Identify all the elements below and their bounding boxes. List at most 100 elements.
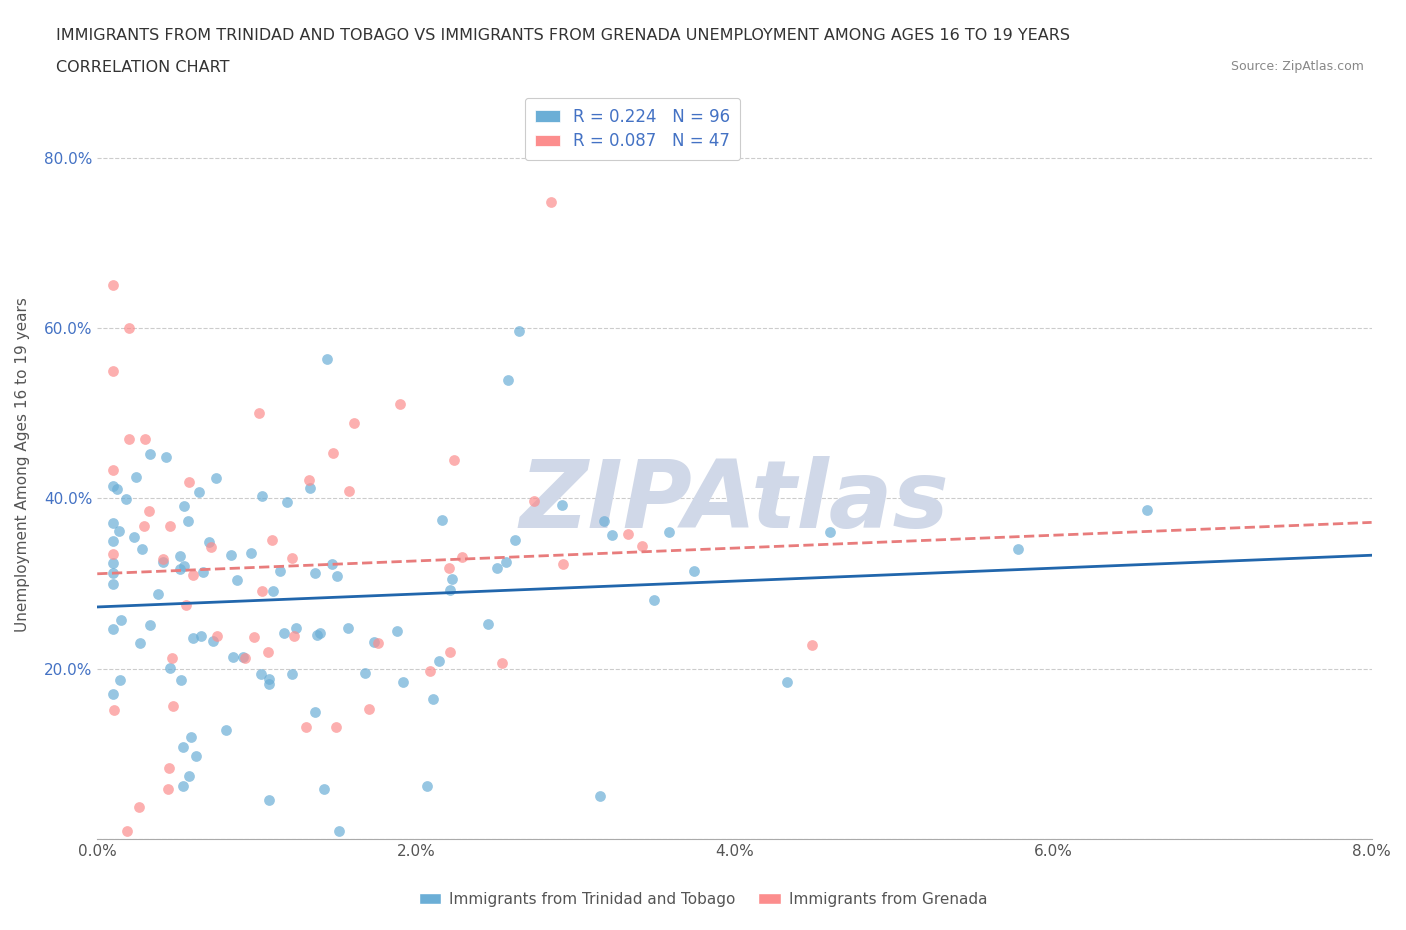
Point: [439, 644, 461, 659]
Point: [138, 504, 160, 519]
Point: [247, 405, 270, 420]
Point: [295, 719, 318, 734]
Point: [801, 638, 824, 653]
Point: [617, 526, 640, 541]
Point: [180, 729, 202, 744]
Point: [305, 628, 328, 643]
Point: [1007, 541, 1029, 556]
Point: [146, 587, 169, 602]
Point: [207, 629, 229, 644]
Point: [283, 629, 305, 644]
Point: [337, 620, 360, 635]
Point: [776, 674, 799, 689]
Point: [157, 761, 180, 776]
Point: [173, 559, 195, 574]
Point: [115, 823, 138, 838]
Y-axis label: Unemployment Among Ages 16 to 19 years: Unemployment Among Ages 16 to 19 years: [15, 297, 30, 631]
Point: [367, 636, 389, 651]
Point: [416, 778, 439, 793]
Text: IMMIGRANTS FROM TRINIDAD AND TOBAGO VS IMMIGRANTS FROM GRENADA UNEMPLOYMENT AMON: IMMIGRANTS FROM TRINIDAD AND TOBAGO VS I…: [56, 28, 1070, 43]
Point: [257, 793, 280, 808]
Point: [105, 482, 128, 497]
Point: [152, 554, 174, 569]
Point: [337, 483, 360, 498]
Point: [186, 748, 208, 763]
Point: [304, 705, 326, 720]
Point: [249, 667, 271, 682]
Point: [101, 577, 124, 591]
Point: [325, 719, 347, 734]
Point: [523, 494, 546, 509]
Point: [200, 539, 222, 554]
Point: [385, 623, 408, 638]
Point: [540, 195, 562, 210]
Point: [643, 592, 665, 607]
Point: [658, 525, 681, 540]
Point: [430, 512, 453, 527]
Text: ZIPAtlas: ZIPAtlas: [520, 456, 949, 548]
Point: [179, 769, 201, 784]
Point: [1136, 502, 1159, 517]
Point: [122, 529, 145, 544]
Point: [110, 612, 132, 627]
Point: [322, 445, 344, 460]
Point: [316, 352, 339, 366]
Text: Source: ZipAtlas.com: Source: ZipAtlas.com: [1230, 60, 1364, 73]
Point: [101, 364, 124, 379]
Point: [250, 583, 273, 598]
Point: [422, 692, 444, 707]
Point: [276, 494, 298, 509]
Point: [589, 789, 612, 804]
Point: [308, 626, 330, 641]
Point: [427, 654, 450, 669]
Point: [205, 471, 228, 485]
Point: [101, 686, 124, 701]
Point: [174, 597, 197, 612]
Point: [683, 564, 706, 578]
Point: [260, 533, 283, 548]
Point: [354, 666, 377, 681]
Point: [225, 573, 247, 588]
Point: [101, 547, 124, 562]
Point: [818, 525, 841, 539]
Point: [181, 567, 204, 582]
Point: [134, 432, 156, 446]
Point: [321, 556, 343, 571]
Point: [262, 584, 284, 599]
Point: [508, 324, 530, 339]
Point: [173, 498, 195, 513]
Point: [285, 621, 308, 636]
Point: [326, 569, 349, 584]
Point: [299, 480, 322, 495]
Point: [439, 582, 461, 597]
Point: [202, 633, 225, 648]
Point: [155, 449, 177, 464]
Point: [328, 823, 350, 838]
Point: [101, 516, 124, 531]
Point: [222, 649, 245, 664]
Point: [115, 491, 138, 506]
Point: [357, 701, 380, 716]
Point: [240, 546, 263, 561]
Point: [101, 622, 124, 637]
Point: [312, 782, 335, 797]
Point: [551, 498, 574, 512]
Point: [187, 485, 209, 499]
Point: [486, 560, 509, 575]
Point: [169, 549, 191, 564]
Point: [392, 675, 415, 690]
Point: [592, 513, 614, 528]
Point: [125, 470, 148, 485]
Point: [281, 551, 304, 565]
Point: [503, 532, 526, 547]
Point: [139, 446, 162, 461]
Point: [172, 778, 194, 793]
Text: CORRELATION CHART: CORRELATION CHART: [56, 60, 229, 75]
Point: [190, 629, 212, 644]
Point: [159, 661, 181, 676]
Point: [101, 534, 124, 549]
Point: [342, 416, 364, 431]
Point: [451, 550, 474, 565]
Point: [103, 702, 125, 717]
Point: [169, 562, 191, 577]
